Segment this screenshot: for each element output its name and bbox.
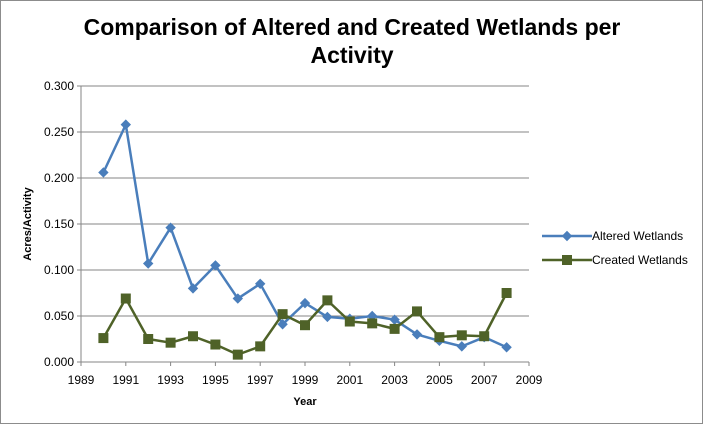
series-created-wetlands xyxy=(98,288,512,360)
x-tick-label: 2005 xyxy=(426,373,453,387)
x-tick-label: 1989 xyxy=(68,373,95,387)
series-group xyxy=(98,119,512,360)
legend-label: Created Wetlands xyxy=(592,253,688,267)
chart-title-line-1: Comparison of Altered and Created Wetlan… xyxy=(84,14,621,40)
y-tick-labels: 0.000 0.050 0.100 0.150 0.200 0.250 0.300 xyxy=(44,79,81,369)
created-wetlands-point xyxy=(98,333,109,344)
legend-item-created-wetlands: Created Wetlands xyxy=(542,253,688,267)
legend-label: Altered Wetlands xyxy=(592,229,683,243)
created-wetlands-point xyxy=(165,337,176,348)
y-tick-label: 0.000 xyxy=(44,355,74,369)
created-wetlands-point xyxy=(434,332,445,343)
created-wetlands-point xyxy=(232,349,243,360)
altered-wetlands-point xyxy=(210,260,221,271)
y-axis-label: Acres/Activity xyxy=(22,186,34,260)
y-tick-label: 0.100 xyxy=(44,263,74,277)
created-wetlands-point xyxy=(120,293,131,304)
altered-wetlands-point xyxy=(411,329,423,340)
x-tick-label: 1997 xyxy=(247,373,274,387)
altered-wetlands-point xyxy=(232,293,244,304)
x-tick-label: 2007 xyxy=(471,373,498,387)
x-tick-label: 1999 xyxy=(292,373,319,387)
created-wetlands-point xyxy=(277,309,288,320)
legend-item-altered-wetlands: Altered Wetlands xyxy=(542,229,683,243)
altered-wetlands-point xyxy=(165,222,176,233)
created-wetlands-point xyxy=(210,339,221,350)
legend: Altered Wetlands Created Wetlands xyxy=(542,229,688,267)
altered-wetlands-point xyxy=(98,167,109,178)
altered-wetlands-point xyxy=(456,341,468,352)
created-wetlands-point xyxy=(501,288,512,298)
series-altered-wetlands xyxy=(98,119,512,353)
created-wetlands-point xyxy=(479,331,490,342)
y-tick-label: 0.150 xyxy=(44,217,74,231)
altered-wetlands-point xyxy=(187,283,199,294)
created-wetlands-point xyxy=(143,334,154,344)
x-tick-label: 2003 xyxy=(381,373,408,387)
x-tick-label: 2001 xyxy=(336,373,363,387)
created-wetlands-point xyxy=(389,323,400,334)
legend-marker xyxy=(562,255,572,265)
x-axis-label: Year xyxy=(293,396,317,408)
created-wetlands-point xyxy=(456,330,467,341)
created-wetlands-point xyxy=(412,306,422,317)
x-tick-label: 1993 xyxy=(157,373,184,387)
altered-wetlands-point xyxy=(501,342,512,353)
y-tick-label: 0.200 xyxy=(44,171,74,185)
created-wetlands-point xyxy=(300,320,310,331)
created-wetlands-point xyxy=(188,331,198,342)
created-wetlands-point xyxy=(255,341,266,352)
legend-marker xyxy=(561,230,573,242)
altered-wetlands-point xyxy=(142,258,154,269)
y-tick-label: 0.250 xyxy=(44,125,74,139)
created-wetlands-point xyxy=(322,295,333,306)
altered-wetlands-point xyxy=(277,319,288,330)
created-wetlands-point xyxy=(344,316,355,327)
altered-wetlands-line xyxy=(102,123,508,349)
gridlines xyxy=(81,85,529,317)
altered-wetlands-point xyxy=(254,278,266,290)
y-tick-label: 0.050 xyxy=(44,309,74,323)
x-tick-label: 1991 xyxy=(112,373,139,387)
x-tick-label: 1995 xyxy=(202,373,229,387)
x-tick-labels: 1989 1991 1993 1995 1997 1999 2001 2003 2005 2007… xyxy=(68,362,543,387)
created-wetlands-point xyxy=(367,318,378,329)
altered-wetlands-point xyxy=(322,311,333,323)
chart-title-line-2: Activity xyxy=(310,42,393,68)
x-tick-label: 2009 xyxy=(516,373,543,387)
altered-wetlands-point xyxy=(120,119,132,130)
y-tick-label: 0.300 xyxy=(44,79,74,93)
altered-wetlands-point xyxy=(299,297,311,309)
